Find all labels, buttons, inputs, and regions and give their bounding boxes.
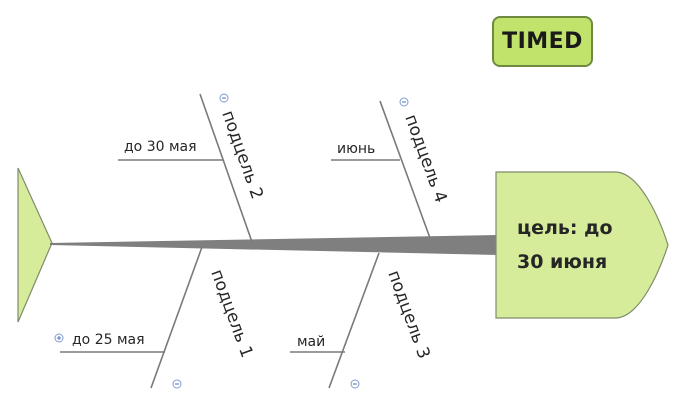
bone-subgoal-1 xyxy=(150,246,203,389)
sub-branch-label[interactable]: до 25 мая xyxy=(72,332,145,348)
fish-head[interactable] xyxy=(495,171,669,319)
sub-branch-label[interactable]: май xyxy=(297,334,325,350)
bone-label-subgoal-1[interactable]: подцель 1 xyxy=(206,267,256,361)
bone-subgoal-4 xyxy=(379,100,431,239)
collapse-icon[interactable] xyxy=(172,379,182,389)
timed-tag[interactable]: TIMED xyxy=(492,16,593,67)
collapse-icon[interactable] xyxy=(350,379,360,389)
fish-spine xyxy=(50,235,498,255)
bone-label-subgoal-2[interactable]: подцель 2 xyxy=(217,108,267,202)
sub-branch-label[interactable]: до 30 мая xyxy=(124,139,197,155)
expand-icon[interactable] xyxy=(54,333,64,343)
collapse-icon[interactable] xyxy=(399,97,409,107)
bone-label-subgoal-4[interactable]: подцель 4 xyxy=(400,112,450,206)
bone-subgoal-2 xyxy=(199,93,253,243)
head-line-2: 30 июня xyxy=(517,251,607,273)
bone-subgoal-3 xyxy=(328,252,380,389)
fish-tail[interactable] xyxy=(17,167,53,323)
bone-label-subgoal-3[interactable]: подцель 3 xyxy=(383,268,433,362)
sub-branch-label[interactable]: июнь xyxy=(337,141,375,157)
collapse-icon[interactable] xyxy=(219,93,229,103)
head-line-1: цель: до xyxy=(517,217,613,239)
